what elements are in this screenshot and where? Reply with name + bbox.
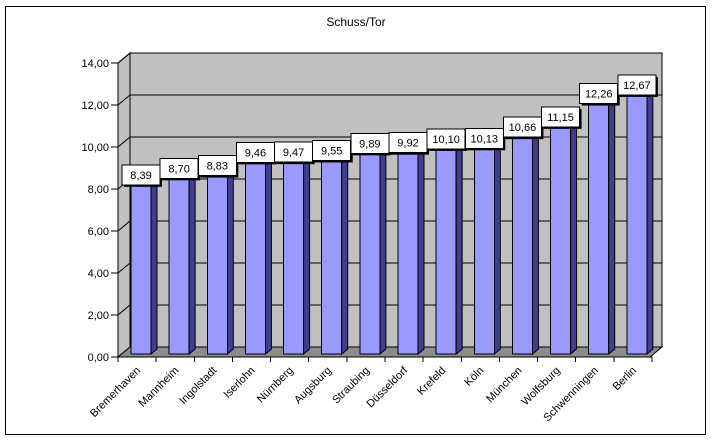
value-label-box <box>617 74 657 96</box>
bar-side-face <box>570 113 578 356</box>
value-label-box <box>197 155 237 177</box>
bar-side-face <box>341 147 349 356</box>
bar <box>168 170 190 355</box>
chart-title: Schuss/Tor <box>326 15 386 29</box>
bar <box>626 87 648 355</box>
chart-border <box>5 6 706 435</box>
bar-side-face <box>646 81 654 356</box>
value-label: 9,47 <box>283 147 304 159</box>
plot-floor <box>116 346 664 358</box>
value-label: 10,10 <box>432 134 460 146</box>
bar-side-face <box>226 162 234 356</box>
value-label: 9,55 <box>321 145 342 157</box>
category-label: Augsburg <box>292 365 334 407</box>
bar <box>588 96 610 355</box>
gridline-side <box>117 304 131 316</box>
y-tick-label: 8,00 <box>88 184 109 196</box>
category-label: Köln <box>462 365 486 389</box>
gridline-side <box>117 94 131 106</box>
bar <box>130 177 152 355</box>
gridline-side <box>117 262 131 274</box>
bar <box>206 168 228 355</box>
bar-side-face <box>455 135 463 356</box>
value-label: 10,66 <box>509 122 537 134</box>
y-tick-label: 4,00 <box>88 268 109 280</box>
value-label: 9,92 <box>397 138 418 150</box>
value-label: 12,67 <box>623 80 651 92</box>
bar-side-face <box>531 124 539 356</box>
y-tick-label: 14,00 <box>81 58 109 70</box>
y-tick-label: 6,00 <box>88 226 109 238</box>
category-label: Krefeld <box>415 365 448 398</box>
bar-side-face <box>608 90 616 356</box>
category-label: Iserlohn <box>221 365 257 401</box>
category-label: Düsseldorf <box>365 364 411 410</box>
bar <box>321 152 343 355</box>
value-label: 11,15 <box>547 112 574 124</box>
gridline-side <box>117 220 131 232</box>
value-label: 8,70 <box>168 163 189 175</box>
value-label: 9,89 <box>359 138 380 150</box>
value-label-box <box>464 127 504 149</box>
value-label: 9,46 <box>245 147 266 159</box>
bar-side-face <box>379 140 387 356</box>
gridline-side <box>117 52 131 64</box>
plot-side-wall <box>117 51 131 359</box>
y-tick-label: 10,00 <box>81 142 109 154</box>
bar <box>550 119 572 355</box>
bar-side-face <box>303 149 311 356</box>
category-label: Mannheim <box>137 365 182 410</box>
value-label: 8,39 <box>130 170 151 182</box>
y-tick-label: 0,00 <box>88 352 109 364</box>
category-label: Berlin <box>611 365 639 393</box>
bar-side-face <box>264 149 272 356</box>
value-label-box <box>541 106 581 128</box>
gridline-side <box>117 136 131 148</box>
bar <box>359 145 381 355</box>
value-label: 10,13 <box>471 133 499 145</box>
bar <box>283 154 305 355</box>
y-tick-label: 12,00 <box>81 100 109 112</box>
bar <box>473 140 495 355</box>
bar-side-face <box>417 139 425 356</box>
category-label: Ingolstadt <box>177 365 219 407</box>
bar-side-face <box>493 135 501 356</box>
category-label: Bremerhaven <box>88 365 143 420</box>
value-label: 12,26 <box>585 89 613 101</box>
bar <box>511 129 533 355</box>
bar <box>435 141 457 355</box>
value-label: 8,83 <box>207 161 228 173</box>
y-tick-label: 2,00 <box>88 310 109 322</box>
bar <box>244 154 266 355</box>
bar-side-face <box>150 171 158 356</box>
bar <box>397 145 419 355</box>
bar-side-face <box>188 165 196 356</box>
category-label: Nürnberg <box>255 365 296 406</box>
